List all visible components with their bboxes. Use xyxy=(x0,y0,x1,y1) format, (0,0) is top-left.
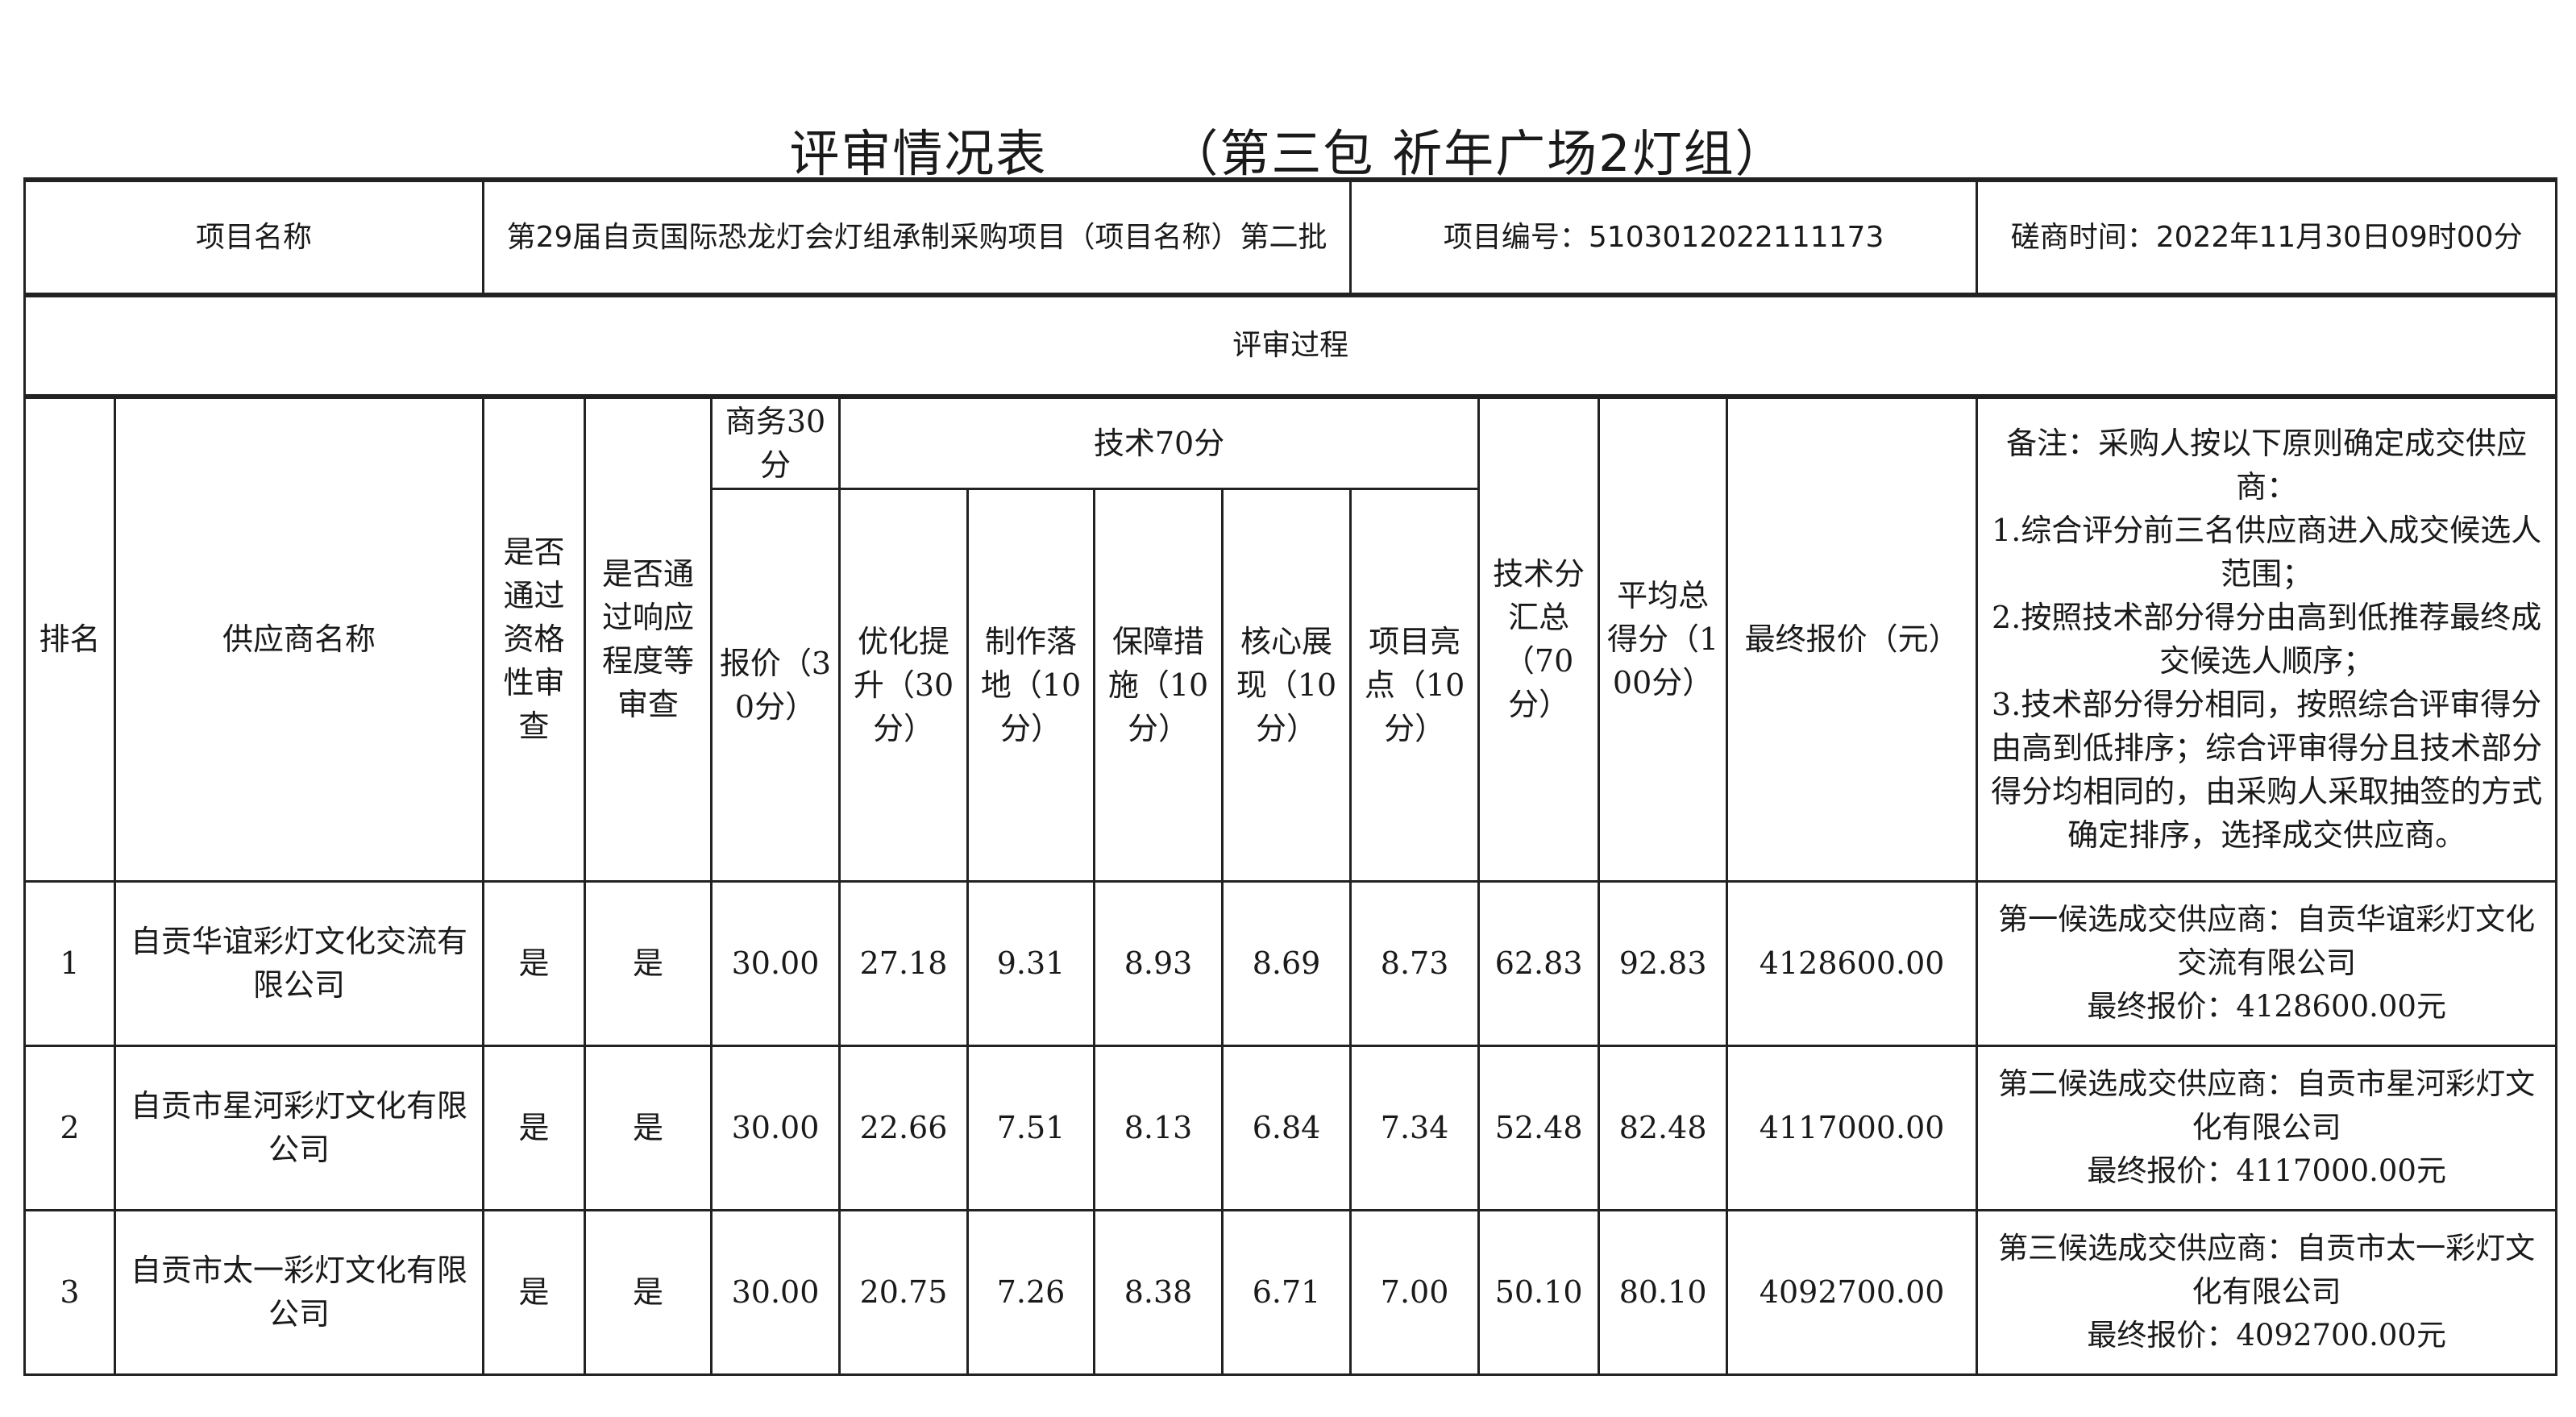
header-responsiveness: 是否通过响应程度等审查 xyxy=(584,394,713,883)
cell-final-price: 4092700.00 xyxy=(1726,1208,1979,1376)
cell-optimization: 20.75 xyxy=(838,1208,970,1376)
table-row: 1 自贡华谊彩灯文化交流有限公司是是 30.00 27.18 9.31 8.93 8.69 8… xyxy=(23,879,2558,1047)
header-qualification: 是否通过资格性审查 xyxy=(482,394,587,883)
table-row: 2 自贡市星河彩灯文化有限公司是是 30.00 22.66 7.51 8.13 6.84 7.… xyxy=(23,1044,2558,1211)
header-tech-group: 技术70分 xyxy=(838,394,1481,490)
cell-optimization: 22.66 xyxy=(838,1044,970,1211)
cell-qualification: 是 xyxy=(482,1044,587,1211)
header-tech-total: 技术分汇总（70分） xyxy=(1477,394,1601,883)
candidate-cell: 第三候选成交供应商：自贡市太一彩灯文化有限公司最终报价：4092700.00元 xyxy=(1976,1208,2558,1376)
cell-responsiveness: 是 xyxy=(584,1044,713,1211)
info-row: 项目名称 第29届自贡国际恐龙灯会灯组承制采购项目（项目名称）第二批 项目编号：… xyxy=(23,177,2558,297)
note: 备注：采购人按以下原则确定成交供应商： 1.综合评分前三名供应商进入成交候选人范… xyxy=(1976,394,2558,883)
cell-production: 7.51 xyxy=(966,1044,1096,1211)
header-business-group: 商务30分 xyxy=(710,394,841,490)
title-main: 评审情况表 xyxy=(789,124,1048,183)
header-highlights: 项目亮点（10分） xyxy=(1349,487,1481,883)
cell-guarantee: 8.38 xyxy=(1093,1208,1224,1376)
cell-guarantee: 8.13 xyxy=(1093,1044,1224,1211)
cell-core-display: 6.71 xyxy=(1221,1208,1352,1376)
candidate-text: 第一候选成交供应商：自贡华谊彩灯文化交流有限公司 xyxy=(1998,902,2536,980)
page-title: 评审情况表 （第三包 祈年广场2灯组） xyxy=(0,113,2576,185)
header-core-display: 核心展现（10分） xyxy=(1221,487,1352,883)
project-number: 项目编号：5103012022111173 xyxy=(1349,177,1979,297)
cell-price: 30.00 xyxy=(710,879,841,1047)
consult-time: 磋商时间：2022年11月30日09时00分 xyxy=(1976,177,2558,297)
cell-qualification: 是 xyxy=(482,1208,587,1376)
candidate-price: 最终报价：4128600.00元 xyxy=(2087,989,2446,1024)
header-guarantee: 保障措施（10分） xyxy=(1093,487,1224,883)
cell-responsiveness: 是 xyxy=(584,1208,713,1376)
header-supplier: 供应商名称 xyxy=(113,394,485,883)
cell-highlights: 7.00 xyxy=(1349,1208,1481,1376)
cell-tech-total: 62.83 xyxy=(1477,879,1601,1047)
cell-avg-total: 92.83 xyxy=(1598,879,1729,1047)
cell-tech-total: 52.48 xyxy=(1477,1044,1601,1211)
cell-supplier: 自贡华谊彩灯文化交流有限公司 xyxy=(113,879,485,1047)
candidate-price: 最终报价：4117000.00元 xyxy=(2087,1153,2446,1188)
cell-core-display: 8.69 xyxy=(1221,879,1352,1047)
cell-rank: 2 xyxy=(23,1044,116,1211)
table-row: 3 自贡市太一彩灯文化有限公司是是 30.00 20.75 7.26 8.38 6.71 7.… xyxy=(23,1208,2558,1376)
candidate-cell: 第一候选成交供应商：自贡华谊彩灯文化交流有限公司最终报价：4128600.00元 xyxy=(1976,879,2558,1047)
review-table: 项目名称 第29届自贡国际恐龙灯会灯组承制采购项目（项目名称）第二批 项目编号：… xyxy=(23,177,2558,1376)
cell-price: 30.00 xyxy=(710,1208,841,1376)
candidate-price: 最终报价：4092700.00元 xyxy=(2087,1318,2446,1353)
cell-production: 7.26 xyxy=(966,1208,1096,1376)
cell-avg-total: 82.48 xyxy=(1598,1044,1729,1211)
cell-rank: 1 xyxy=(23,879,116,1047)
header-price: 报价（30分） xyxy=(710,487,841,883)
cell-responsiveness: 是 xyxy=(584,879,713,1047)
cell-highlights: 8.73 xyxy=(1349,879,1481,1047)
header-rank: 排名 xyxy=(23,394,116,883)
cell-production: 9.31 xyxy=(966,879,1096,1047)
section-title: 评审过程 xyxy=(23,293,2558,398)
header-final-price: 最终报价（元） xyxy=(1726,394,1979,883)
cell-rank: 3 xyxy=(23,1208,116,1376)
header-avg-total: 平均总得分（100分） xyxy=(1598,394,1729,883)
cell-supplier: 自贡市太一彩灯文化有限公司 xyxy=(113,1208,485,1376)
cell-price: 30.00 xyxy=(710,1044,841,1211)
title-sub: （第三包 祈年广场2灯组） xyxy=(1168,124,1787,183)
project-name-label: 项目名称 xyxy=(23,177,485,297)
candidate-text: 第二候选成交供应商：自贡市星河彩灯文化有限公司 xyxy=(1998,1066,2536,1145)
cell-optimization: 27.18 xyxy=(838,879,970,1047)
cell-supplier: 自贡市星河彩灯文化有限公司 xyxy=(113,1044,485,1211)
candidate-text: 第三候选成交供应商：自贡市太一彩灯文化有限公司 xyxy=(1998,1231,2536,1309)
candidate-cell: 第二候选成交供应商：自贡市星河彩灯文化有限公司最终报价：4117000.00元 xyxy=(1976,1044,2558,1211)
project-name: 第29届自贡国际恐龙灯会灯组承制采购项目（项目名称）第二批 xyxy=(482,177,1352,297)
cell-final-price: 4128600.00 xyxy=(1726,879,1979,1047)
cell-highlights: 7.34 xyxy=(1349,1044,1481,1211)
cell-core-display: 6.84 xyxy=(1221,1044,1352,1211)
cell-guarantee: 8.93 xyxy=(1093,879,1224,1047)
cell-qualification: 是 xyxy=(482,879,587,1047)
cell-avg-total: 80.10 xyxy=(1598,1208,1729,1376)
header-optimization: 优化提升（30分） xyxy=(838,487,970,883)
cell-tech-total: 50.10 xyxy=(1477,1208,1601,1376)
header-production: 制作落地（10分） xyxy=(966,487,1096,883)
cell-final-price: 4117000.00 xyxy=(1726,1044,1979,1211)
